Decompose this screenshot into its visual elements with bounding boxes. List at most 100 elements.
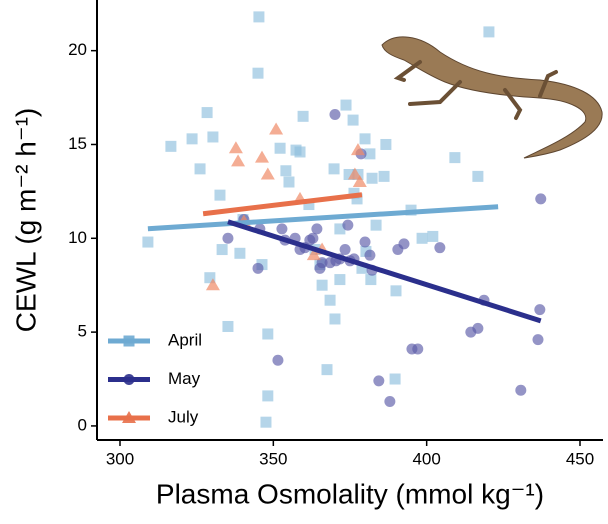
point: [276, 223, 288, 235]
point: [204, 272, 216, 284]
point: [334, 223, 346, 235]
point: [142, 236, 154, 248]
legend-label: April: [168, 330, 202, 349]
point: [231, 154, 246, 167]
point: [334, 274, 346, 286]
point: [307, 232, 319, 244]
point: [534, 304, 546, 316]
point: [228, 141, 243, 154]
point: [303, 199, 315, 211]
point: [343, 168, 355, 180]
point: [194, 163, 206, 175]
point: [252, 67, 264, 79]
point: [339, 244, 351, 256]
point: [329, 108, 341, 120]
x-axis-title: Plasma Osmolality (mmol kg⁻¹): [156, 478, 544, 509]
point: [297, 110, 309, 122]
x-tick-label: 450: [566, 449, 594, 468]
point: [359, 236, 371, 248]
point: [274, 142, 286, 154]
point: [356, 262, 368, 274]
point: [347, 167, 362, 180]
x-tick-label: 300: [106, 449, 134, 468]
y-axis-title: CEWL (g m⁻² h⁻¹): [10, 108, 41, 333]
point: [207, 131, 219, 143]
trend-line: [202, 192, 363, 217]
point: [234, 247, 246, 259]
point: [328, 163, 340, 175]
point: [214, 189, 226, 201]
point: [165, 140, 177, 152]
y-tick-label: 5: [78, 322, 87, 341]
y-tick-label: 20: [68, 40, 87, 59]
point: [364, 249, 376, 261]
point: [280, 165, 292, 177]
point: [412, 343, 424, 355]
point: [252, 262, 264, 274]
point: [262, 328, 274, 340]
point: [380, 138, 392, 150]
point: [342, 219, 354, 231]
legend-label: July: [168, 407, 199, 426]
point: [201, 107, 213, 119]
point: [535, 193, 547, 205]
point: [222, 232, 234, 244]
point: [306, 248, 321, 261]
point: [253, 11, 265, 23]
point: [260, 167, 275, 180]
point: [324, 294, 336, 306]
point: [347, 114, 359, 126]
point: [398, 238, 410, 250]
point: [350, 143, 365, 156]
point: [262, 390, 274, 402]
point: [294, 146, 306, 158]
point: [370, 219, 382, 231]
point: [329, 313, 341, 325]
point: [532, 334, 544, 346]
point: [365, 274, 377, 286]
lizard-illustration: [381, 36, 603, 159]
x-tick-label: 350: [259, 449, 287, 468]
point: [272, 354, 284, 366]
point: [352, 175, 367, 188]
point: [472, 170, 484, 182]
point: [373, 375, 385, 387]
point: [269, 122, 284, 135]
point: [449, 152, 461, 164]
point: [254, 150, 269, 163]
point: [472, 322, 484, 334]
x-tick-label: 400: [412, 449, 440, 468]
legend-marker: [123, 335, 135, 347]
point: [390, 285, 402, 297]
trend-line: [227, 219, 542, 324]
legend-marker: [122, 411, 136, 423]
point: [351, 193, 363, 205]
point: [186, 133, 198, 145]
point: [216, 244, 228, 256]
point: [316, 279, 328, 291]
point: [384, 396, 396, 408]
point: [364, 148, 376, 160]
point: [434, 242, 446, 254]
point: [283, 176, 295, 188]
point: [311, 223, 323, 235]
point: [483, 26, 495, 38]
y-tick-label: 0: [78, 415, 87, 434]
point: [515, 384, 527, 396]
point: [222, 320, 234, 332]
point: [389, 373, 401, 385]
trend-line: [147, 204, 499, 232]
y-tick-label: 10: [68, 228, 87, 247]
point: [366, 172, 378, 184]
point: [427, 230, 439, 242]
point: [260, 416, 272, 428]
point: [378, 170, 390, 182]
point: [359, 133, 371, 145]
legend-marker: [123, 374, 135, 385]
point: [321, 364, 333, 376]
point: [416, 232, 428, 244]
point: [340, 99, 352, 111]
y-tick-label: 15: [68, 134, 87, 153]
point: [205, 278, 220, 291]
